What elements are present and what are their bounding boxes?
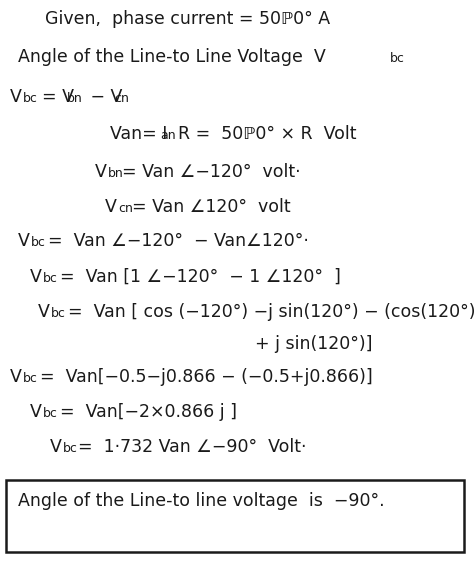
Text: − V: − V bbox=[85, 88, 122, 106]
Text: R =  50ℙ0° × R  Volt: R = 50ℙ0° × R Volt bbox=[178, 125, 356, 143]
Text: an: an bbox=[160, 129, 176, 142]
Text: bc: bc bbox=[43, 272, 58, 285]
Text: = V: = V bbox=[42, 88, 74, 106]
Text: Given,  phase current = 50ℙ0° A: Given, phase current = 50ℙ0° A bbox=[45, 10, 330, 28]
Text: =  Van[−2×0.866 j ]: = Van[−2×0.866 j ] bbox=[60, 403, 237, 421]
Text: = Van ∠−120°  volt·: = Van ∠−120° volt· bbox=[122, 163, 301, 181]
Text: Van= I: Van= I bbox=[110, 125, 167, 143]
Text: V: V bbox=[50, 438, 62, 456]
Text: Angle of the Line-to Line Voltage  V: Angle of the Line-to Line Voltage V bbox=[18, 48, 326, 66]
FancyBboxPatch shape bbox=[6, 480, 464, 552]
Text: =  Van ∠−120°  − Van∠120°·: = Van ∠−120° − Van∠120°· bbox=[48, 232, 309, 250]
Text: bc: bc bbox=[23, 372, 38, 385]
Text: bc: bc bbox=[51, 307, 66, 320]
Text: V: V bbox=[10, 88, 22, 106]
Text: V: V bbox=[38, 303, 50, 321]
Text: bn: bn bbox=[67, 92, 83, 105]
Text: + j sin(120°)]: + j sin(120°)] bbox=[255, 335, 373, 353]
Text: =  1·732 Van ∠−90°  Volt·: = 1·732 Van ∠−90° Volt· bbox=[78, 438, 307, 456]
Text: V: V bbox=[105, 198, 117, 216]
Text: = Van ∠120°  volt: = Van ∠120° volt bbox=[132, 198, 291, 216]
Text: V: V bbox=[10, 368, 22, 386]
Text: cn: cn bbox=[118, 202, 133, 215]
Text: Angle of the Line-to line voltage  is  −90°.: Angle of the Line-to line voltage is −90… bbox=[18, 492, 384, 510]
Text: =  Van [1 ∠−120°  − 1 ∠120°  ]: = Van [1 ∠−120° − 1 ∠120° ] bbox=[60, 268, 341, 286]
Text: bc: bc bbox=[23, 92, 38, 105]
Text: bc: bc bbox=[31, 236, 46, 249]
Text: V: V bbox=[30, 268, 42, 286]
Text: bn: bn bbox=[108, 167, 124, 180]
Text: cn: cn bbox=[114, 92, 129, 105]
Text: V: V bbox=[30, 403, 42, 421]
Text: bc: bc bbox=[63, 442, 78, 455]
Text: =  Van[−0.5−j0.866 − (−0.5+j0.866)]: = Van[−0.5−j0.866 − (−0.5+j0.866)] bbox=[40, 368, 373, 386]
Text: bc: bc bbox=[390, 52, 405, 65]
Text: bc: bc bbox=[43, 407, 58, 420]
Text: =  Van [ cos (−120°) −j sin(120°) − (cos(120°): = Van [ cos (−120°) −j sin(120°) − (cos(… bbox=[68, 303, 474, 321]
Text: V: V bbox=[95, 163, 107, 181]
Text: V: V bbox=[18, 232, 30, 250]
